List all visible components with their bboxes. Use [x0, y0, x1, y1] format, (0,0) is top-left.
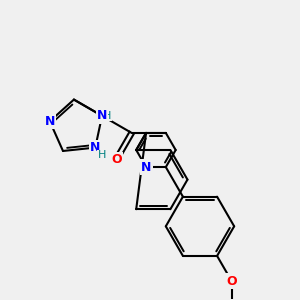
Text: H: H [103, 111, 112, 121]
Text: H: H [98, 150, 106, 160]
Text: N: N [97, 109, 107, 122]
Text: O: O [226, 274, 237, 288]
Text: N: N [97, 109, 107, 122]
Text: N: N [141, 160, 151, 174]
Text: O: O [111, 153, 122, 166]
Text: N: N [45, 115, 55, 128]
Text: N: N [90, 141, 101, 154]
